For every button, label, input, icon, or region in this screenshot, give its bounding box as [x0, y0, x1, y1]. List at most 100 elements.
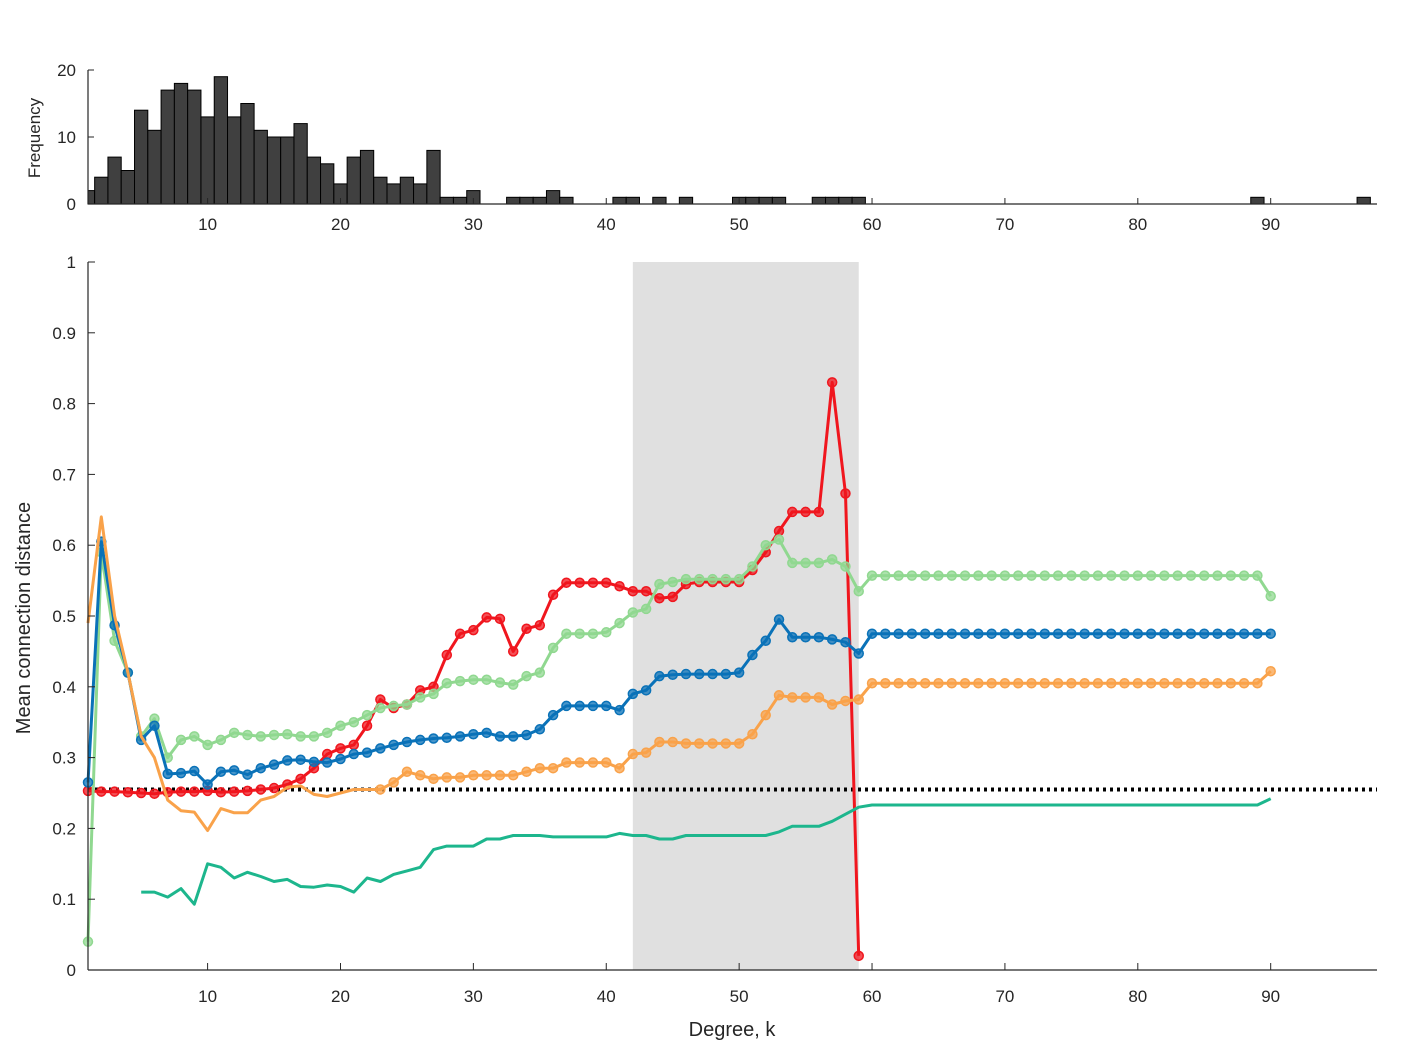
series-point [189, 786, 200, 797]
histogram-panel: 10 20 30 40 50 60 70 80 90 0 10 20 Frequency [25, 61, 1377, 234]
series-point [694, 668, 705, 680]
series-point [135, 787, 147, 799]
series-point [375, 743, 386, 754]
series-point [202, 779, 213, 790]
series-point [1039, 628, 1051, 639]
series-point [800, 506, 811, 518]
series-5 [141, 797, 1272, 906]
histogram-bar [1250, 196, 1265, 205]
series-point [149, 720, 160, 731]
series-point [973, 678, 984, 689]
series-point [481, 727, 492, 739]
series-point [308, 731, 320, 742]
series-point [441, 772, 453, 783]
histogram-bar [120, 170, 136, 205]
series-point [375, 694, 386, 705]
series-point [282, 728, 293, 740]
series-point [1252, 628, 1263, 639]
series-point [986, 570, 997, 581]
series-point [999, 570, 1011, 581]
series-layer [82, 377, 1276, 962]
histogram-bar [625, 196, 640, 205]
histogram-bar [506, 196, 521, 205]
series-point [959, 678, 971, 689]
series-point [574, 628, 585, 639]
series-point [627, 585, 639, 597]
series-point [414, 692, 426, 703]
histogram-bar [413, 183, 428, 205]
series-point [733, 738, 745, 749]
histogram-bar [134, 109, 149, 205]
series-point [202, 739, 213, 751]
series-point [547, 589, 559, 601]
main-xlabel: Degree, k [689, 1019, 777, 1041]
series-point [441, 649, 453, 661]
histogram-bar [87, 190, 96, 205]
series-point [1105, 570, 1117, 581]
series-point [401, 766, 413, 778]
series-point [614, 617, 625, 629]
histogram-bar [227, 116, 242, 205]
main-y-tick-label: 0.3 [52, 749, 76, 768]
main-y-tick-label: 0.7 [52, 465, 76, 484]
series-point [787, 557, 798, 569]
series-point [255, 731, 267, 742]
series-point [587, 700, 599, 712]
series-point [694, 738, 705, 749]
series-point [162, 768, 173, 780]
series-point [295, 773, 306, 785]
series-point [494, 731, 506, 742]
series-line [141, 797, 1272, 906]
series-point [667, 591, 678, 603]
series-point [388, 700, 399, 712]
histogram-bar [559, 196, 574, 205]
series-point [1198, 628, 1210, 639]
histogram-bar [293, 123, 308, 205]
series-point [215, 734, 227, 746]
series-point [1079, 570, 1090, 581]
series-point [1238, 628, 1250, 639]
series-point [760, 709, 771, 721]
series-point [1119, 628, 1130, 639]
main-panel: 10 20 30 40 50 60 70 80 90 0 0.1 0.2 0.3 0.4 0.5 0.6 0.7… [13, 253, 1377, 1041]
series-point [640, 585, 652, 597]
series-point [866, 628, 878, 639]
series-point [308, 756, 320, 768]
main-x-tick-label: 20 [331, 987, 350, 1006]
series-point [454, 628, 466, 639]
series-point [454, 731, 466, 742]
series-point [1119, 678, 1130, 689]
series-point [1066, 570, 1077, 581]
main-x-tick-label: 10 [198, 987, 217, 1006]
series-point [401, 736, 413, 748]
series-point [959, 628, 971, 639]
series-point [999, 628, 1011, 639]
main-ylabel: Mean connection distance [13, 502, 35, 734]
histogram-bar [612, 196, 627, 205]
series-point [946, 628, 958, 639]
series-point [747, 561, 758, 572]
series-point [773, 690, 785, 701]
series-point [481, 674, 492, 685]
series-point [747, 728, 758, 740]
series-point [521, 729, 532, 741]
main-y-tick-label: 0.5 [52, 607, 76, 626]
main-y-tick-label: 0 [67, 961, 76, 980]
series-point [627, 688, 639, 700]
series-point [1079, 628, 1090, 639]
histogram-bar [280, 136, 295, 205]
series-point [1238, 678, 1250, 689]
series-point [441, 732, 453, 744]
series-point [601, 577, 612, 588]
series-point [335, 720, 346, 731]
histogram-bar [213, 76, 229, 205]
series-point [614, 762, 625, 774]
series-point [321, 757, 333, 768]
main-x-tick-label: 50 [730, 987, 749, 1006]
histogram-bar [545, 190, 561, 205]
series-point [853, 950, 864, 962]
main-x-tick-label: 60 [863, 987, 882, 1006]
histogram-bar [173, 82, 189, 205]
series-point [1265, 590, 1276, 602]
series-point [826, 699, 838, 710]
